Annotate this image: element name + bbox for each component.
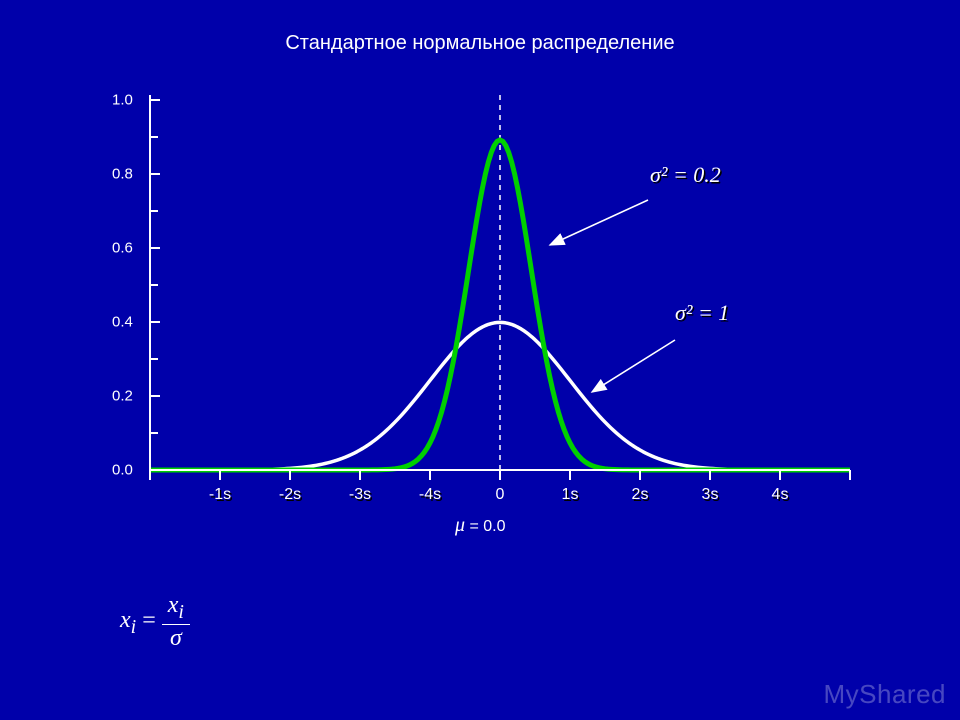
watermark-text: MyShared xyxy=(824,679,947,710)
svg-text:σ² = 1: σ² = 1 xyxy=(675,300,729,325)
svg-text:σ² = 0.2: σ² = 0.2 xyxy=(650,162,721,187)
x-tick-label: 0 xyxy=(496,486,505,504)
y-tick-label: 0.2 xyxy=(112,388,235,405)
x-tick-label: 3s3s xyxy=(702,486,719,504)
annotation-arrow xyxy=(592,340,675,392)
y-tick-label: 1.0 xyxy=(112,92,235,109)
x-tick-label: 1s1s xyxy=(562,486,579,504)
annotation-sigma2_0_2: σ² = 0.2σ² = 0.2 xyxy=(650,162,722,189)
x-tick-label: -3s-3s xyxy=(349,486,371,504)
x-tick-label: -4s-4s xyxy=(419,486,441,504)
standardization-formula: xi = xiσ xyxy=(120,592,190,652)
x-tick-label: -2s-2s xyxy=(279,486,301,504)
annotation-arrow xyxy=(550,200,648,245)
x-tick-label: 2s2s xyxy=(632,486,649,504)
x-tick-label: -1s-1s xyxy=(209,486,231,504)
annotation-sigma2_1: σ² = 1σ² = 1 xyxy=(675,300,731,327)
page-root: Стандартное нормальное распределение σ² … xyxy=(0,0,960,720)
y-tick-label: 0.6 xyxy=(112,240,235,257)
normal-distribution-chart: σ² = 1σ² = 1σ² = 0.2σ² = 0.2 0.00.20.40.… xyxy=(150,90,850,510)
y-tick-label: 0.0 xyxy=(112,462,235,479)
y-tick-label: 0.8 xyxy=(112,166,235,183)
mu-label: μ = 0.0 xyxy=(455,514,506,537)
chart-svg: σ² = 1σ² = 1 σ² = 0.2σ² = 0.2 xyxy=(150,90,850,510)
x-tick-label: 4s4s xyxy=(772,486,789,504)
y-tick-label: 0.4 xyxy=(112,314,235,331)
chart-title: Стандартное нормальное распределение xyxy=(0,32,960,55)
